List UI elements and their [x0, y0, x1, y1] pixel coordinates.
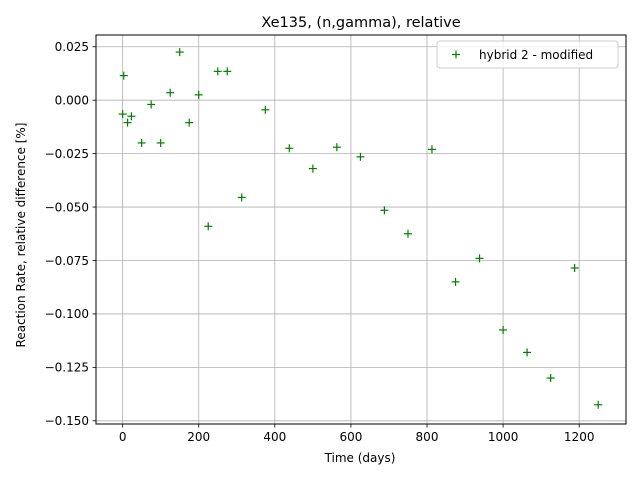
- x-tick-label: 600: [339, 430, 362, 444]
- x-tick-label: 200: [187, 430, 210, 444]
- data-point: [175, 48, 184, 57]
- y-tick-label: −0.075: [45, 254, 89, 268]
- y-axis-label: Reaction Rate, relative difference [%]: [14, 123, 28, 348]
- y-tick-label: −0.025: [45, 147, 89, 161]
- x-axis-label: Time (days): [324, 451, 396, 465]
- legend-label: hybrid 2 - modified: [479, 48, 593, 62]
- data-point: [237, 193, 246, 202]
- y-tick-label: 0.025: [55, 40, 89, 54]
- x-tick-label: 400: [263, 430, 286, 444]
- data-series: [118, 48, 603, 409]
- data-point: [119, 71, 128, 80]
- data-point: [523, 348, 532, 357]
- data-point: [499, 325, 508, 334]
- data-point: [223, 67, 232, 76]
- legend-marker: [452, 50, 460, 59]
- y-tick-label: −0.100: [45, 307, 89, 321]
- data-point: [475, 254, 484, 263]
- x-tick-label: 1000: [488, 430, 519, 444]
- data-point: [123, 118, 132, 127]
- data-point: [356, 152, 365, 161]
- chart-title: Xe135, (n,gamma), relative: [261, 15, 460, 31]
- data-point: [308, 164, 317, 173]
- data-point: [147, 100, 156, 109]
- data-point: [261, 105, 270, 114]
- y-tick-label: 0.000: [55, 93, 89, 107]
- data-point: [332, 143, 341, 152]
- data-point: [118, 110, 127, 119]
- data-point: [403, 229, 412, 238]
- data-point: [546, 374, 555, 383]
- data-point: [213, 67, 222, 76]
- legend-box: [436, 40, 619, 69]
- y-tick-label: −0.050: [45, 200, 89, 214]
- x-axis: 0 200 400 600 800 1000 1200: [119, 424, 595, 444]
- data-point: [594, 400, 603, 409]
- legend: hybrid 2 - modified: [436, 40, 619, 69]
- y-axis: 0.025 0.000 −0.025 −0.050 −0.075 −0.100 −0.125…: [45, 40, 96, 428]
- data-point: [156, 138, 165, 147]
- data-point: [427, 145, 436, 154]
- data-point: [451, 277, 460, 286]
- data-point: [194, 90, 203, 99]
- data-point: [204, 222, 213, 231]
- legend-marker-plus: [452, 50, 460, 59]
- plot-area-frame: [95, 34, 627, 425]
- data-point: [380, 206, 389, 215]
- data-point: [127, 112, 136, 121]
- y-tick-label: −0.150: [45, 414, 89, 428]
- x-tick-label: 800: [416, 430, 439, 444]
- x-tick-label: 1200: [564, 430, 595, 444]
- x-tick-label: 0: [119, 430, 127, 444]
- data-point: [570, 263, 579, 272]
- y-tick-label: −0.125: [45, 361, 89, 375]
- data-point: [166, 88, 175, 97]
- data-point: [137, 138, 146, 147]
- data-point: [185, 118, 194, 127]
- data-point: [285, 144, 294, 153]
